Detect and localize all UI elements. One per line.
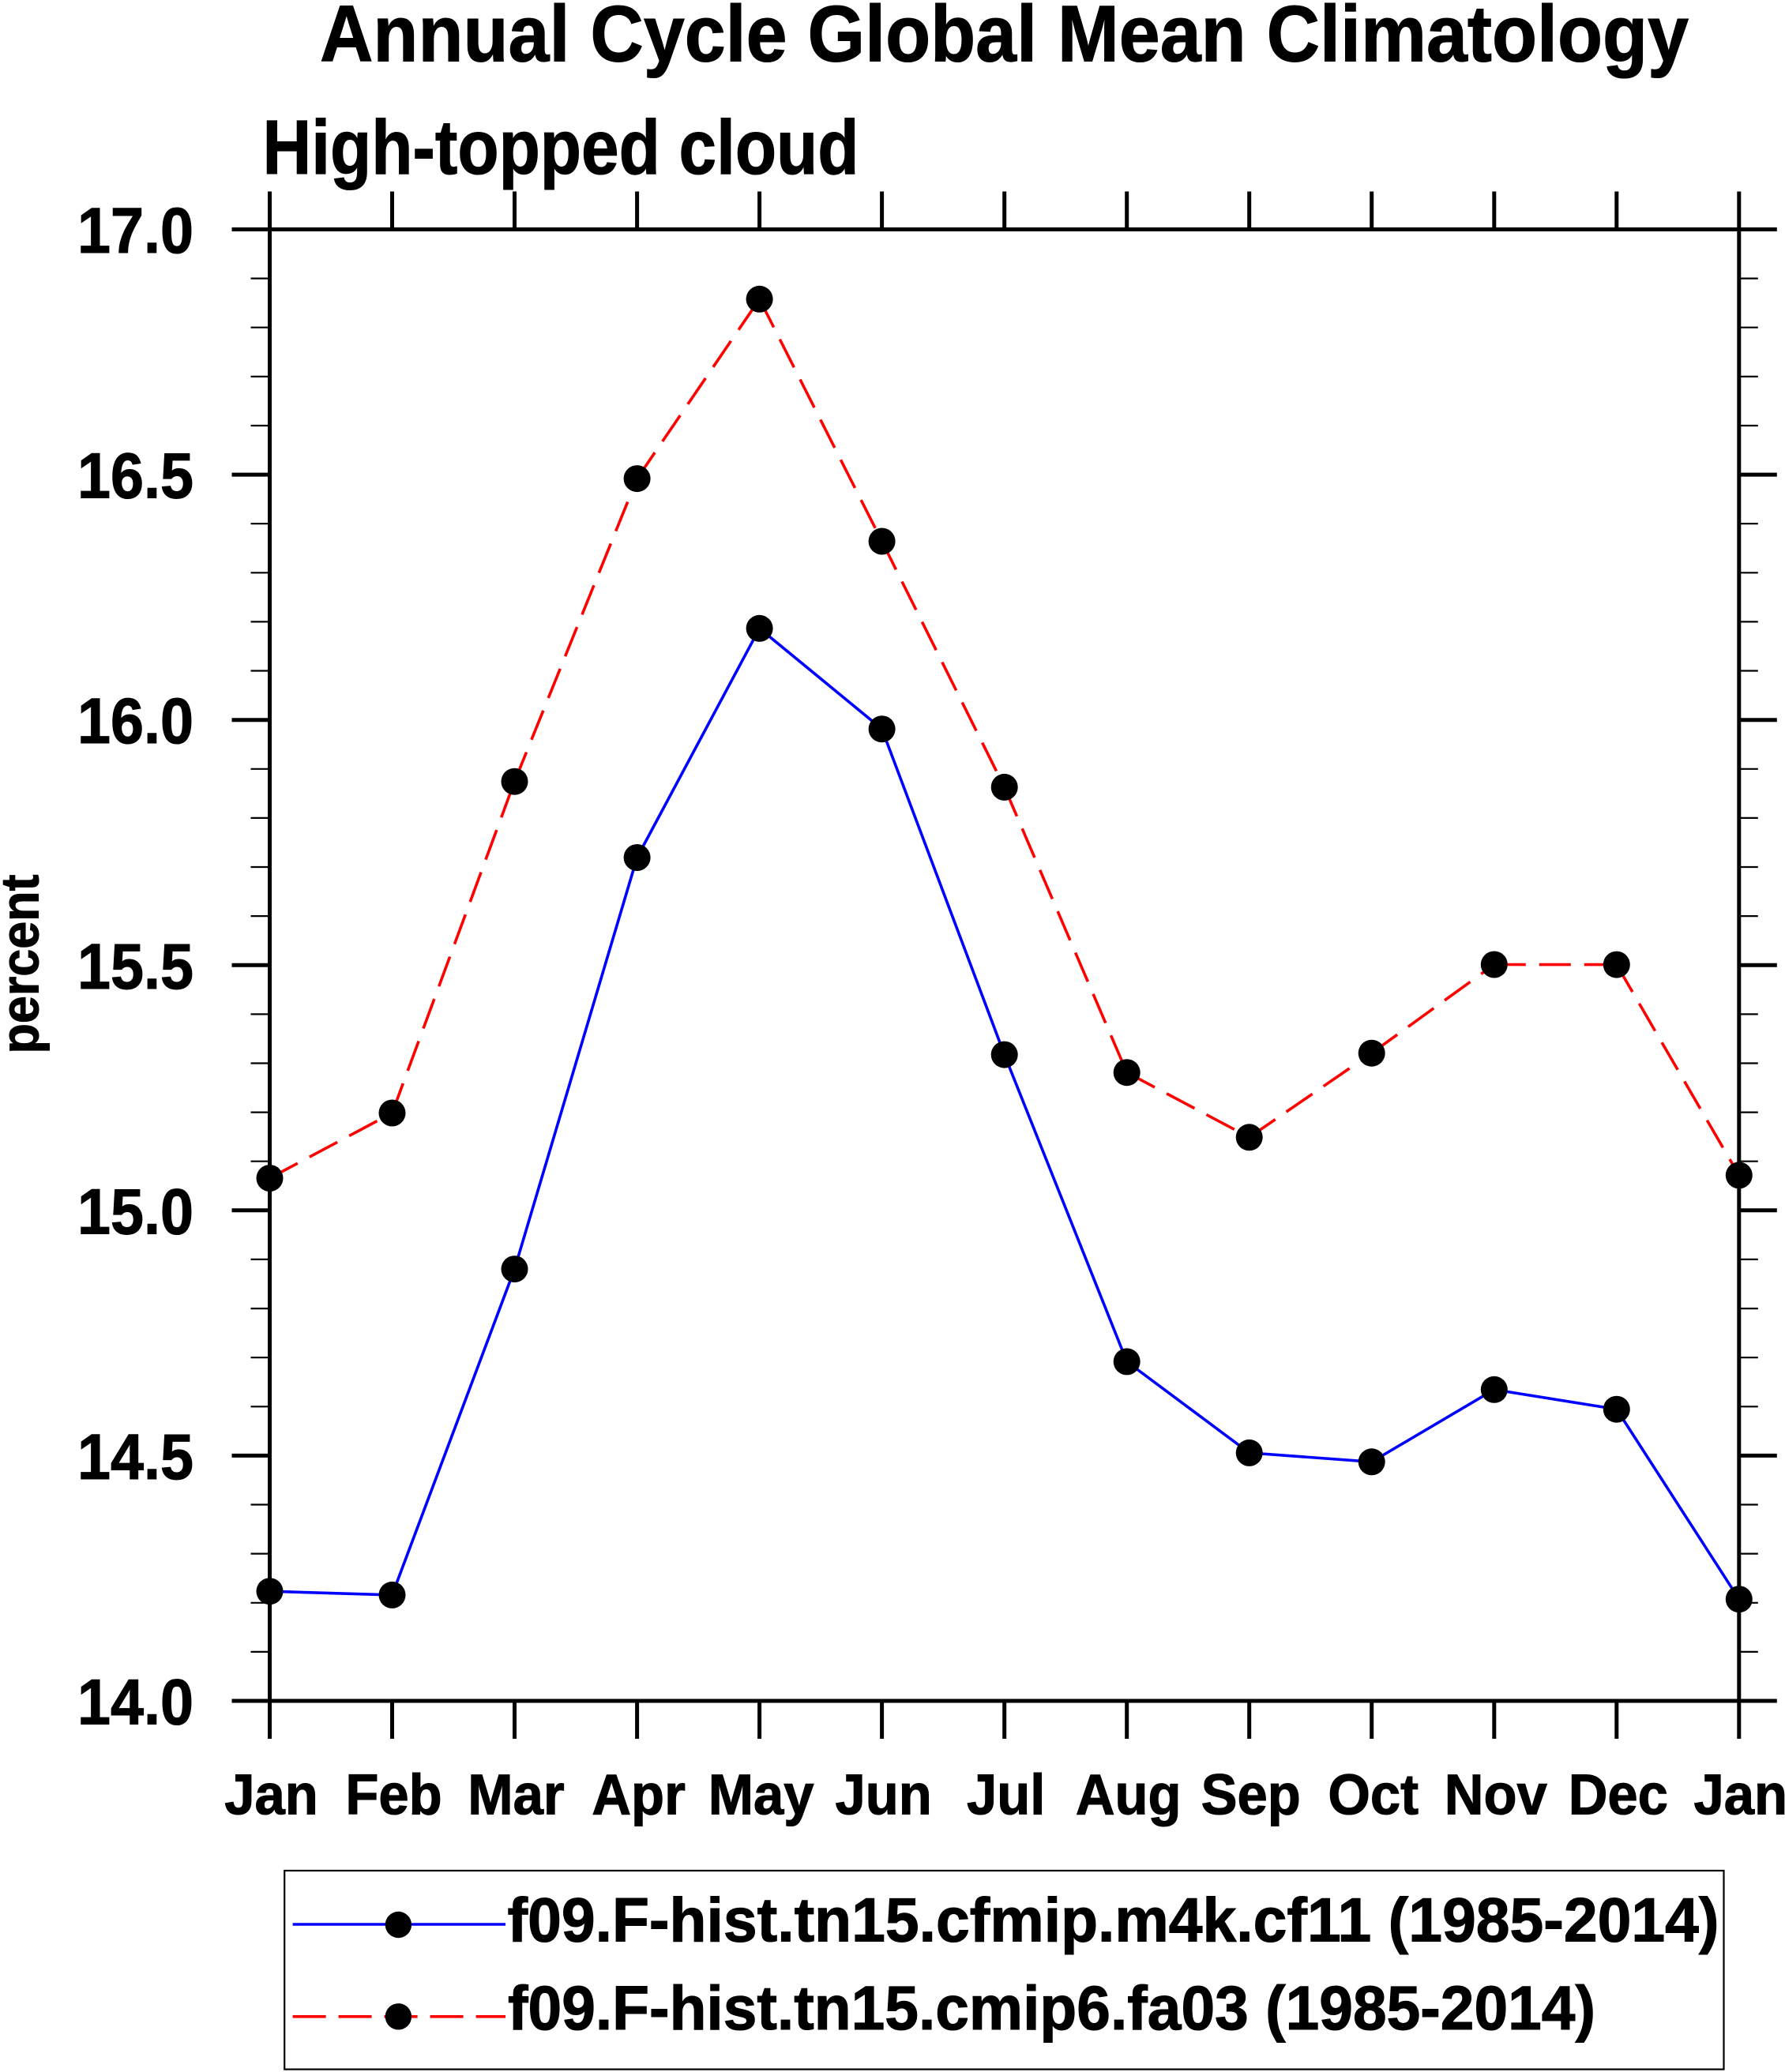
svg-text:f09.F-hist.tn15.cmip6.fa03 (19: f09.F-hist.tn15.cmip6.fa03 (1985-2014) — [508, 1973, 1595, 2043]
svg-text:Sep: Sep — [1201, 1763, 1301, 1826]
svg-text:f09.F-hist.tn15.cfmip.m4k.cf11: f09.F-hist.tn15.cfmip.m4k.cf11 (1985-201… — [508, 1885, 1719, 1955]
svg-text:Jun: Jun — [835, 1763, 931, 1826]
svg-text:Dec: Dec — [1569, 1763, 1668, 1826]
svg-text:Oct: Oct — [1328, 1763, 1419, 1826]
svg-text:Apr: Apr — [592, 1763, 686, 1826]
svg-text:16.0: 16.0 — [77, 685, 194, 757]
svg-text:Nov: Nov — [1445, 1763, 1547, 1826]
svg-text:17.0: 17.0 — [77, 195, 194, 267]
svg-text:Jan: Jan — [1694, 1763, 1785, 1826]
svg-text:Jul: Jul — [967, 1763, 1045, 1826]
svg-text:14.0: 14.0 — [77, 1667, 194, 1739]
svg-text:15.0: 15.0 — [77, 1176, 194, 1248]
svg-text:May: May — [708, 1763, 814, 1826]
svg-text:16.5: 16.5 — [77, 441, 194, 512]
svg-text:15.5: 15.5 — [77, 931, 194, 1003]
svg-text:High-topped cloud: High-topped cloud — [263, 104, 859, 190]
svg-text:Feb: Feb — [345, 1763, 442, 1826]
svg-text:Annual Cycle Global Mean Clima: Annual Cycle Global Mean Climatology — [320, 0, 1689, 78]
svg-text:Aug: Aug — [1076, 1763, 1182, 1826]
svg-text:14.5: 14.5 — [77, 1421, 194, 1493]
svg-text:Jan: Jan — [224, 1763, 318, 1826]
svg-text:percent: percent — [0, 875, 51, 1054]
svg-text:Mar: Mar — [468, 1763, 564, 1826]
